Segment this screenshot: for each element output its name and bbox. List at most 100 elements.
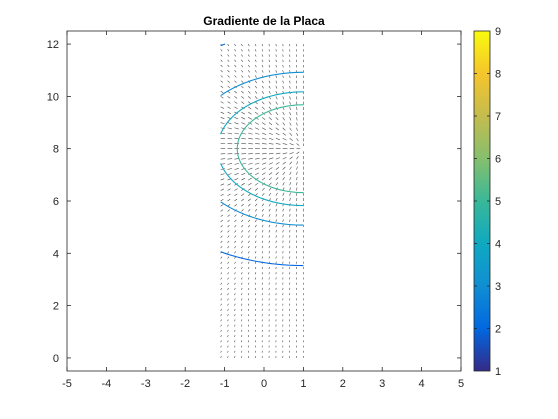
- quiver-arrow: [241, 193, 245, 197]
- quiver-arrow: [255, 167, 260, 170]
- quiver-arrow: [268, 127, 273, 131]
- quiver-arrow: [268, 80, 271, 84]
- quiver-arrow: [234, 127, 239, 130]
- quiver-arrow: [254, 75, 257, 78]
- quiver-arrow: [220, 137, 226, 140]
- quiver-arrow: [268, 177, 272, 181]
- quiver-arrow: [268, 54, 271, 57]
- quiver-arrow: [282, 127, 286, 131]
- quiver-arrow: [248, 137, 253, 140]
- quiver-arrow: [261, 177, 266, 181]
- quiver-arrow: [261, 235, 264, 238]
- quiver-arrow: [227, 49, 230, 52]
- quiver-arrow: [241, 96, 245, 99]
- quiver-arrow: [220, 335, 222, 338]
- quiver-arrow: [248, 127, 253, 130]
- quiver-arrow: [220, 235, 223, 238]
- quiver-arrow: [234, 198, 238, 202]
- quiver-arrow: [220, 158, 226, 160]
- quiver-arrow: [289, 197, 291, 202]
- quiver-arrow: [268, 240, 271, 243]
- quiver-arrow: [248, 132, 253, 135]
- colorbar-tick-label: 7: [495, 111, 501, 123]
- quiver-arrow: [296, 112, 298, 116]
- quiver-arrow: [234, 303, 236, 306]
- quiver-arrow: [275, 251, 277, 254]
- quiver-arrow: [227, 240, 230, 244]
- quiver-arrow: [275, 229, 277, 233]
- quiver-arrow: [234, 204, 238, 207]
- quiver-arrow: [268, 224, 271, 228]
- quiver-arrow: [282, 85, 284, 89]
- quiver-arrow: [220, 293, 222, 296]
- quiver-arrow: [254, 256, 257, 259]
- quiver-arrow: [296, 117, 298, 121]
- quiver-arrow: [241, 111, 245, 115]
- quiver-arrow: [241, 319, 243, 322]
- quiver-arrow: [227, 298, 229, 301]
- quiver-arrow: [282, 192, 285, 196]
- quiver-arrow: [268, 64, 271, 68]
- quiver-arrow: [247, 54, 250, 57]
- quiver-arrow: [248, 182, 252, 186]
- quiver-arrow: [234, 345, 236, 348]
- quiver-arrow: [227, 324, 229, 327]
- quiver-arrow: [227, 293, 229, 296]
- quiver-arrow: [254, 251, 257, 254]
- quiver-arrow: [220, 209, 224, 212]
- quiver-arrow: [234, 43, 236, 47]
- quiver-arrow: [268, 43, 270, 47]
- quiver-arrow: [234, 329, 236, 332]
- quiver-arrow: [220, 345, 222, 348]
- quiver-field: [220, 43, 304, 359]
- quiver-arrow: [241, 85, 244, 89]
- quiver-arrow: [220, 127, 225, 130]
- quiver-arrow: [241, 287, 243, 291]
- quiver-arrow: [261, 224, 264, 228]
- quiver-arrow: [254, 224, 257, 228]
- quiver-arrow: [282, 143, 288, 145]
- chart-title: Gradiente de la Placa: [203, 14, 325, 28]
- quiver-arrow: [247, 59, 250, 62]
- quiver-arrow: [227, 230, 230, 233]
- x-tick-label: -3: [141, 378, 151, 390]
- quiver-arrow: [275, 235, 277, 238]
- quiver-arrow: [254, 43, 257, 47]
- quiver-arrow: [234, 75, 237, 78]
- quiver-arrow: [282, 70, 284, 73]
- quiver-arrow: [220, 266, 223, 270]
- quiver-arrow: [255, 162, 260, 165]
- quiver-arrow: [268, 132, 273, 136]
- quiver-arrow: [220, 96, 224, 99]
- quiver-arrow: [268, 122, 273, 126]
- quiver-arrow: [234, 173, 239, 176]
- quiver-arrow: [261, 245, 264, 249]
- quiver-arrow: [275, 127, 280, 131]
- quiver-arrow: [275, 59, 277, 63]
- quiver-arrow: [227, 272, 229, 275]
- quiver-arrow: [227, 59, 230, 62]
- quiver-arrow: [296, 187, 298, 191]
- quiver-arrow: [275, 70, 277, 73]
- quiver-arrow: [275, 240, 277, 243]
- quiver-arrow: [227, 303, 229, 306]
- x-tick-label: 3: [379, 378, 385, 390]
- quiver-arrow: [254, 219, 257, 223]
- quiver-arrow: [254, 240, 257, 243]
- quiver-arrow: [268, 230, 271, 233]
- quiver-arrow: [220, 49, 223, 52]
- quiver-arrow: [254, 235, 257, 238]
- quiver-arrow: [282, 80, 284, 84]
- quiver-arrow: [220, 219, 223, 223]
- quiver-arrow: [220, 324, 222, 327]
- quiver-arrow: [261, 117, 266, 120]
- quiver-arrow: [241, 261, 243, 264]
- quiver-arrow: [289, 166, 292, 170]
- quiver-arrow: [241, 64, 244, 68]
- quiver-arrow: [234, 59, 237, 62]
- quiver-arrow: [241, 235, 243, 238]
- quiver-arrow: [261, 167, 266, 170]
- x-tick-label: 5: [458, 378, 464, 390]
- quiver-arrow: [261, 85, 264, 89]
